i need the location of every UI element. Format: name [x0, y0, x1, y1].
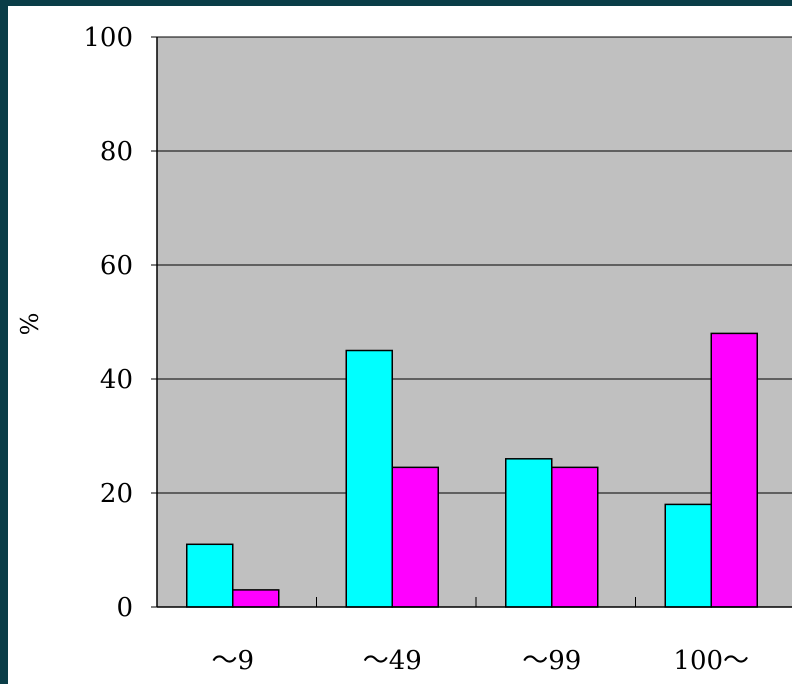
chart-frame: 0 20 40 60 80 100 ～9 ～49 ～99 100～ %: [8, 6, 792, 684]
y-tick-label: 40: [100, 365, 133, 395]
x-category-label: 100～: [673, 646, 749, 676]
x-category-label: ～99: [522, 646, 581, 676]
y-tick-label: 0: [116, 593, 133, 623]
y-tick-label: 60: [100, 251, 133, 281]
gridlines: [151, 36, 792, 608]
bar-series1-4: [664, 503, 712, 608]
bar-series2-3: [551, 466, 599, 608]
axes: [156, 37, 792, 608]
bar-series1-1: [186, 543, 234, 608]
x-category-label: ～49: [363, 646, 422, 676]
y-tick-label: 20: [100, 479, 133, 509]
bar-series2-4: [710, 332, 758, 608]
bar-series2-1: [232, 589, 280, 608]
y-axis-label: %: [16, 313, 44, 336]
x-category-labels: ～9 ～49 ～99 100～: [211, 646, 749, 676]
bars: [186, 332, 758, 608]
y-tick-label: 100: [83, 23, 133, 53]
bar-series1-3: [505, 458, 553, 608]
bar-chart: 0 20 40 60 80 100 ～9 ～49 ～99 100～ %: [16, 23, 792, 676]
y-tick-labels: 0 20 40 60 80 100: [83, 23, 133, 623]
bar-series2-2: [391, 466, 439, 608]
x-category-label: ～9: [211, 646, 254, 676]
y-tick-label: 80: [100, 137, 133, 167]
bar-series1-2: [345, 349, 393, 608]
